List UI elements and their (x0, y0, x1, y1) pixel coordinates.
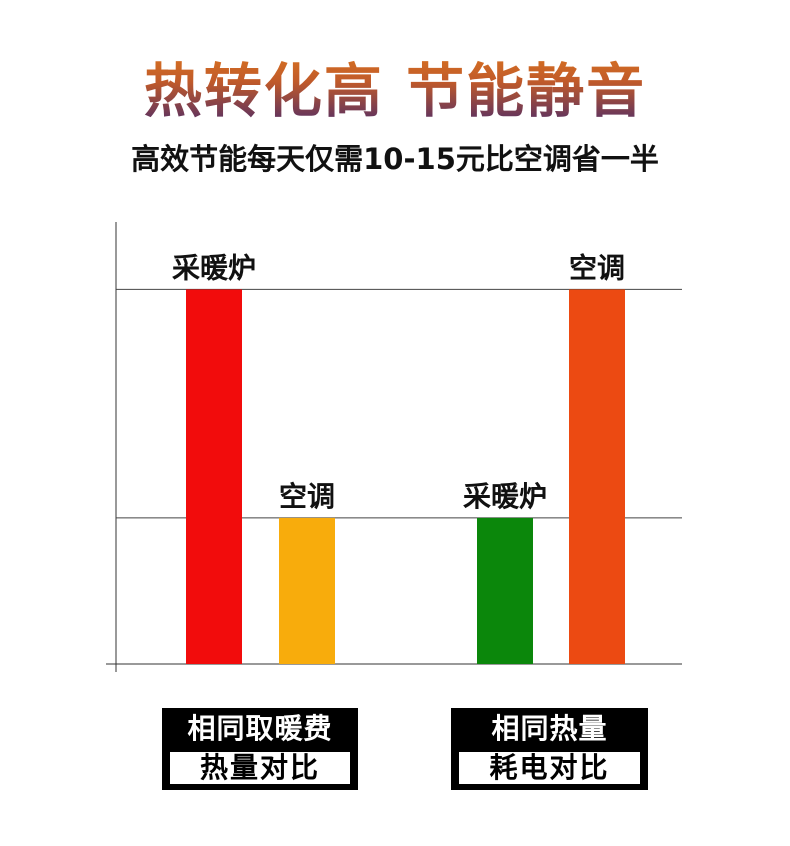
bar-1 (279, 517, 335, 664)
bar-label-1: 空调 (279, 480, 335, 513)
bar-label-2: 采暖炉 (463, 480, 547, 513)
group-label-2-line1: 相同热量 (491, 712, 608, 745)
bar-3 (569, 289, 625, 664)
bar-label-3: 空调 (569, 251, 625, 284)
bar-2 (477, 517, 533, 664)
subtitle: 高效节能每天仅需10-15元比空调省一半 (131, 142, 659, 176)
main-title: 热转化高 节能静音 (0, 44, 790, 128)
group-label-1: 相同取暖费 热量对比 (162, 708, 358, 790)
group-label-1-line1: 相同取暖费 (187, 712, 333, 745)
group-label-2: 相同热量 耗电对比 (451, 708, 648, 790)
bar-0 (186, 289, 242, 664)
group-label-2-line2: 耗电对比 (459, 752, 640, 784)
bar-label-0: 采暖炉 (172, 251, 256, 284)
group-label-1-line2: 热量对比 (170, 752, 350, 784)
